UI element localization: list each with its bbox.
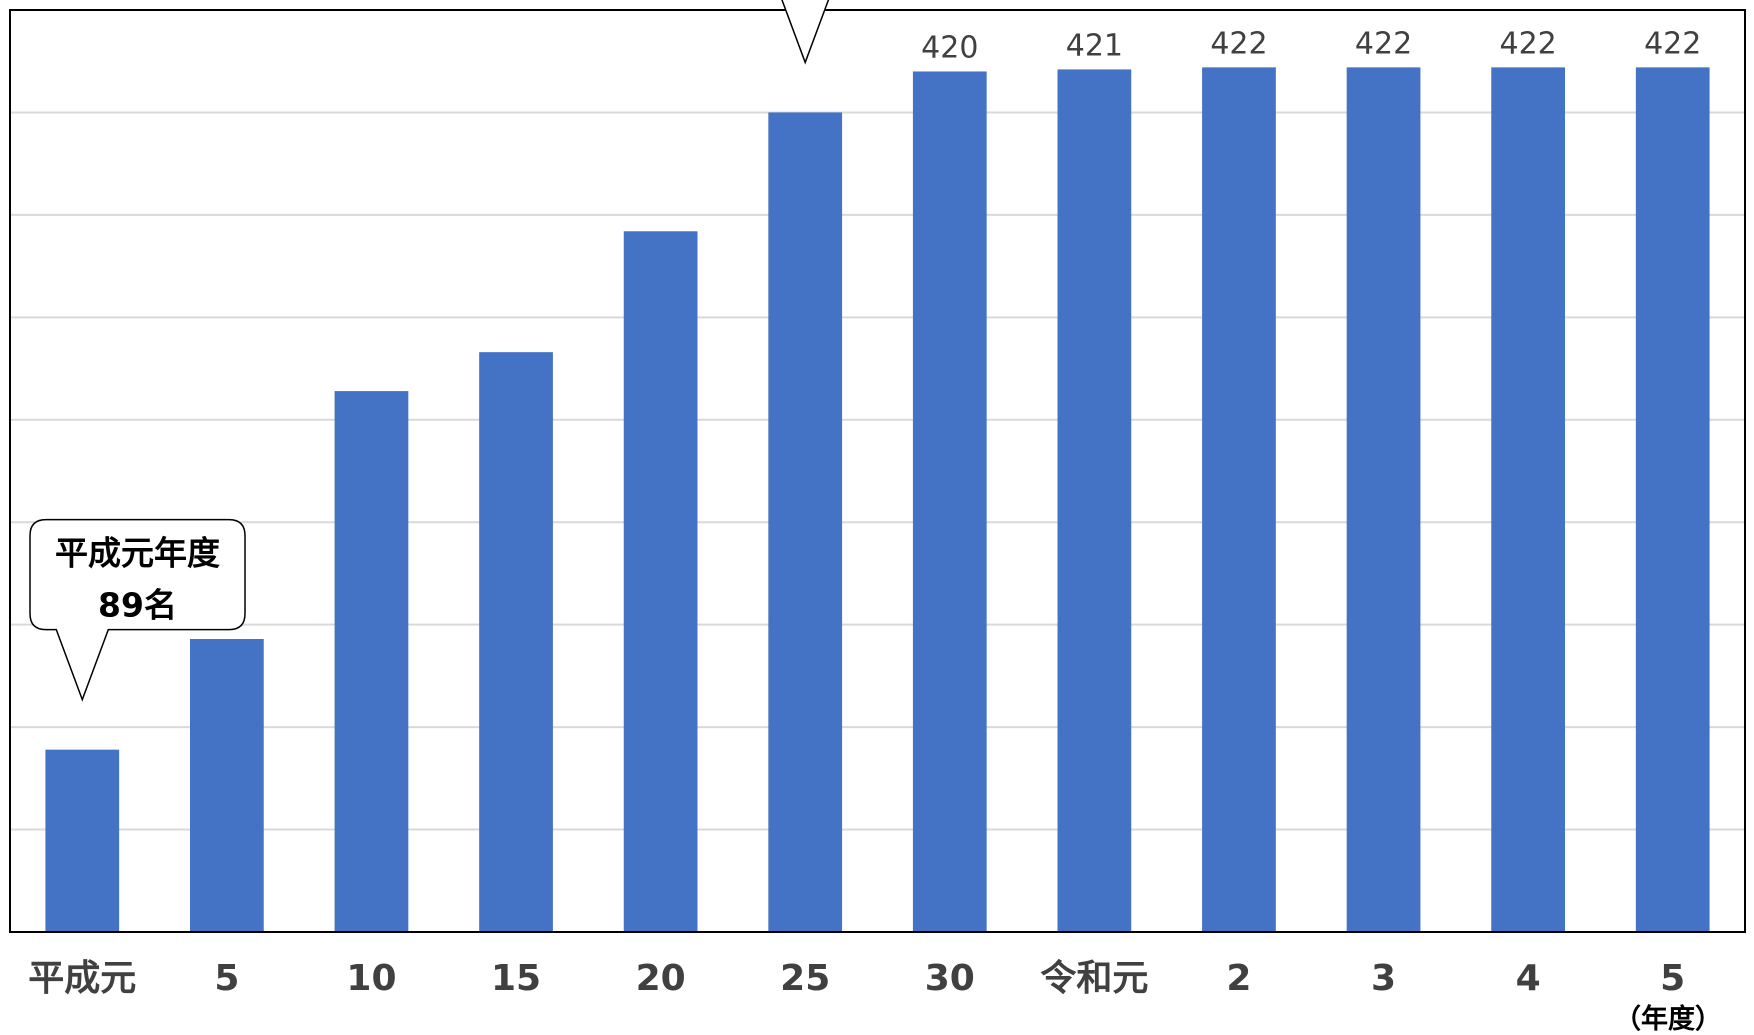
bar [1491,67,1565,932]
callout-box [781,0,830,65]
bar [1346,67,1421,932]
data-label: 422 [1644,26,1701,61]
x-tick-label: 15 [491,958,541,999]
data-label: 422 [1499,26,1556,61]
bar [623,231,698,932]
x-tick-label: 3 [1371,958,1396,999]
data-label: 421 [1066,28,1123,63]
x-axis-unit-label: （年度） [1614,1003,1722,1035]
bar [1057,69,1132,932]
bar [912,71,987,932]
x-tick-label: 20 [636,958,686,999]
bar [190,639,264,932]
data-label: 420 [921,30,978,65]
data-label: 422 [1355,26,1412,61]
x-tick-label: 4 [1516,958,1541,999]
data-label: 422 [1210,26,1267,61]
bar [334,391,409,932]
bar [45,749,120,932]
x-tick-label: 10 [346,958,396,999]
callouts: 平成元年度 89名 [29,0,830,702]
callout-text: 89名 [98,586,177,625]
bar [1635,67,1710,932]
data-labels: 420 421 422 422 422 422 [921,26,1701,65]
x-tick-label: 令和元 [1040,958,1148,999]
x-tick-label: 30 [925,958,975,999]
bar [1202,67,1276,932]
callout-box [29,518,246,702]
bar [479,352,553,933]
x-tick-label: 25 [780,958,830,999]
bar [768,112,843,932]
bars [45,67,1710,933]
callout: 平成元年度 89名 [29,518,246,702]
x-tick-label: 5 [214,958,239,999]
plot-area-border [9,9,1746,933]
x-tick-label: 5 [1660,958,1685,999]
callout-text: 平成元年度 [55,534,220,573]
x-tick-label: 平成元 [28,958,136,999]
x-axis-tick-labels: 平成元 5 10 15 20 25 30 令和元 2 3 4 5 [28,958,1685,999]
callout [781,0,830,65]
x-tick-label: 2 [1226,958,1251,999]
gridlines [10,111,1745,831]
